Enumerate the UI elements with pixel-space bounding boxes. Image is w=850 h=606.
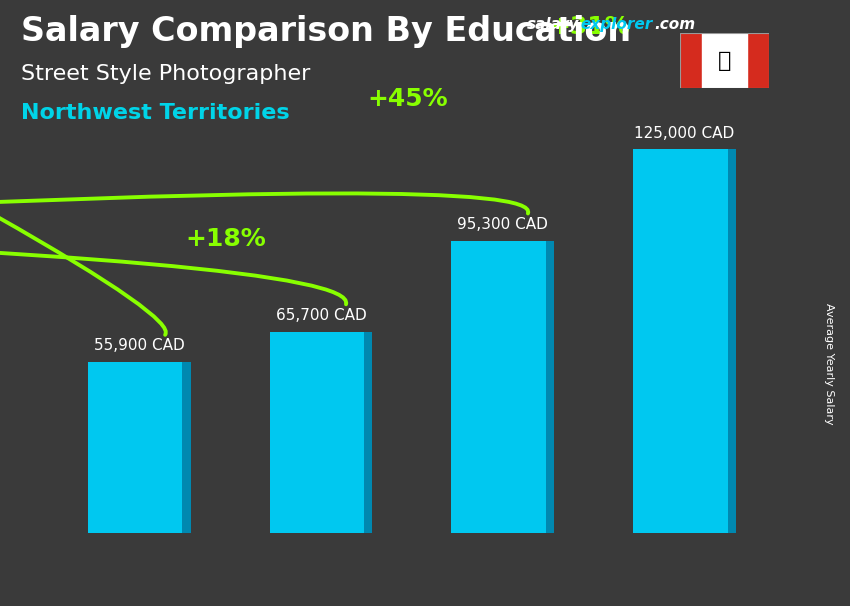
FancyBboxPatch shape	[728, 150, 736, 533]
Text: explorer: explorer	[581, 17, 653, 32]
Bar	[451, 241, 546, 533]
Text: Salary Comparison By Education: Salary Comparison By Education	[21, 15, 632, 48]
FancyBboxPatch shape	[364, 331, 372, 533]
Bar	[88, 362, 183, 533]
Bar	[747, 33, 769, 88]
Text: Average Yearly Salary: Average Yearly Salary	[824, 303, 834, 424]
Text: +45%: +45%	[367, 87, 448, 112]
Text: 55,900 CAD: 55,900 CAD	[94, 338, 184, 353]
Text: 65,700 CAD: 65,700 CAD	[275, 308, 366, 323]
Bar	[680, 33, 702, 88]
Text: +31%: +31%	[549, 15, 630, 39]
FancyBboxPatch shape	[183, 362, 190, 533]
Bar	[702, 33, 747, 88]
Text: Street Style Photographer: Street Style Photographer	[21, 64, 310, 84]
Text: Northwest Territories: Northwest Territories	[21, 103, 290, 123]
Bar	[269, 331, 364, 533]
Text: salary: salary	[527, 17, 580, 32]
FancyBboxPatch shape	[546, 241, 554, 533]
Text: 125,000 CAD: 125,000 CAD	[634, 126, 734, 141]
Text: +18%: +18%	[185, 227, 266, 251]
Bar	[633, 150, 728, 533]
Text: 🍁: 🍁	[718, 50, 731, 71]
Text: 95,300 CAD: 95,300 CAD	[457, 218, 548, 232]
Text: .com: .com	[654, 17, 695, 32]
